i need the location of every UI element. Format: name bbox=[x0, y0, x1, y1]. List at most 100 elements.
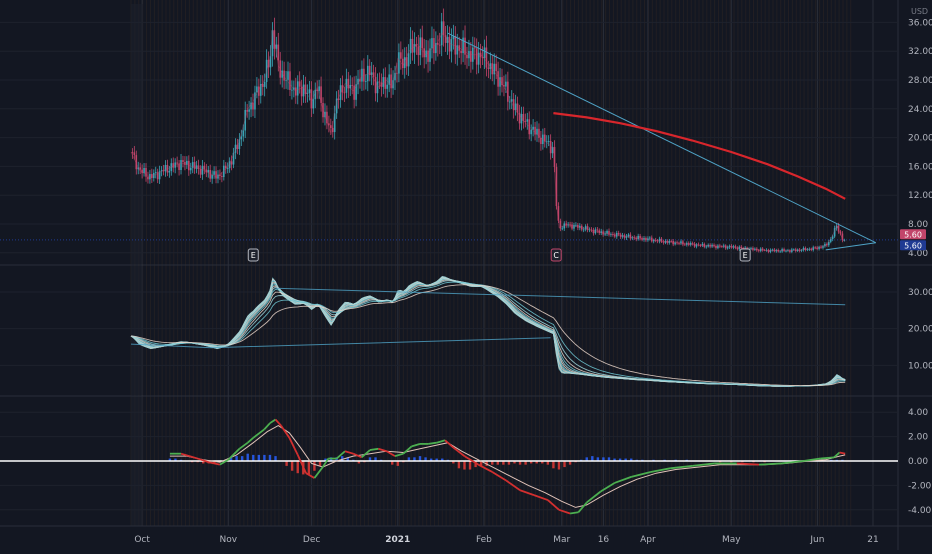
candle-body bbox=[701, 243, 704, 246]
candle-body bbox=[512, 99, 515, 111]
fast-line-segment bbox=[263, 422, 271, 430]
event-marker bbox=[247, 248, 259, 262]
histogram-bar bbox=[524, 461, 527, 465]
candle-body bbox=[232, 152, 235, 165]
candle-body bbox=[485, 47, 488, 68]
candle-body bbox=[308, 89, 311, 94]
histogram-bar bbox=[485, 461, 488, 466]
fast-line-segment bbox=[630, 471, 651, 478]
candle-body bbox=[427, 50, 429, 62]
candle-body bbox=[151, 174, 153, 179]
candle-body bbox=[649, 237, 651, 239]
candle-body bbox=[312, 99, 315, 109]
candle-body bbox=[223, 165, 225, 177]
fast-line-segment bbox=[444, 439, 454, 449]
osc-tick-label: -4.00 bbox=[908, 506, 932, 516]
candle-body bbox=[695, 244, 698, 247]
candle-body bbox=[407, 53, 410, 67]
candle-body bbox=[156, 172, 159, 180]
x-tick-label: 16 bbox=[598, 535, 610, 545]
candle-body bbox=[501, 77, 503, 86]
candle-body bbox=[442, 21, 445, 36]
candle-body bbox=[285, 79, 287, 81]
fast-line-segment bbox=[577, 501, 588, 513]
candle-body bbox=[291, 89, 293, 91]
candle-body bbox=[475, 48, 478, 65]
candle-body bbox=[326, 111, 328, 124]
price-tick-label: 36.00 bbox=[908, 18, 932, 28]
fast-line-segment bbox=[227, 448, 241, 461]
fast-line-segment bbox=[269, 418, 277, 424]
candle-body bbox=[736, 247, 739, 250]
candle-body bbox=[477, 52, 480, 65]
candle-body bbox=[205, 169, 208, 173]
histogram-bar bbox=[263, 454, 266, 461]
candle-body bbox=[627, 234, 630, 237]
histogram-bar bbox=[174, 458, 177, 461]
fast-line-segment bbox=[736, 462, 760, 466]
candle-body bbox=[730, 245, 733, 248]
histogram-bar bbox=[213, 461, 216, 464]
candle-body bbox=[617, 232, 620, 235]
candle-body bbox=[238, 139, 241, 150]
osc-tick-label: -2.00 bbox=[908, 481, 932, 491]
fast-line-segment bbox=[547, 499, 560, 511]
fast-line-segment bbox=[369, 447, 379, 451]
event-marker bbox=[550, 248, 562, 262]
trend-line-lower bbox=[825, 242, 876, 251]
candle-body bbox=[298, 81, 301, 87]
candle-body bbox=[226, 168, 229, 169]
histogram-bar bbox=[274, 456, 277, 461]
candle-body bbox=[195, 165, 198, 169]
fast-line-segment bbox=[477, 463, 493, 473]
last-price-bottom: 5.60 bbox=[904, 241, 922, 250]
candle-body bbox=[275, 44, 278, 49]
candle-body bbox=[684, 244, 686, 246]
fast-line-segment bbox=[519, 489, 535, 497]
candle-body bbox=[763, 250, 766, 251]
candle-body bbox=[400, 52, 402, 59]
candle-body bbox=[800, 250, 803, 252]
candle-body bbox=[413, 44, 416, 53]
candle-body bbox=[254, 92, 256, 110]
histogram-bar bbox=[535, 461, 538, 464]
histogram-bar bbox=[496, 461, 500, 465]
candle-body bbox=[287, 71, 289, 80]
candle-body bbox=[495, 63, 497, 72]
candle-body bbox=[306, 93, 309, 94]
fast-line-segment bbox=[274, 418, 282, 427]
candle-body bbox=[283, 70, 285, 81]
candle-body bbox=[213, 171, 215, 175]
candle-body bbox=[559, 220, 562, 229]
candle-body bbox=[750, 247, 752, 249]
candle-body bbox=[365, 81, 367, 83]
x-tick-label: Apr bbox=[640, 535, 656, 545]
candle-body bbox=[258, 86, 260, 96]
fast-line-segment bbox=[833, 451, 841, 459]
histogram-bar bbox=[252, 454, 255, 461]
candle-body bbox=[810, 248, 813, 251]
candle-body bbox=[240, 136, 243, 140]
fast-line-segment bbox=[569, 511, 579, 515]
event-marker-label: C bbox=[553, 251, 559, 260]
candle-body bbox=[186, 160, 188, 165]
candle-body bbox=[417, 46, 420, 56]
histogram-bar bbox=[607, 457, 611, 461]
candle-body bbox=[396, 72, 398, 74]
candle-body bbox=[343, 92, 346, 94]
fast-line-segment bbox=[252, 428, 265, 439]
ribbon-tick-label: 30.00 bbox=[908, 288, 932, 298]
candle-body bbox=[785, 250, 787, 252]
candle-body bbox=[468, 51, 470, 59]
last-price-tag-top bbox=[900, 229, 926, 240]
x-tick-label: Nov bbox=[219, 535, 237, 545]
x-tick-label: Oct bbox=[134, 535, 150, 545]
candle-body bbox=[734, 246, 737, 248]
fast-line-segment bbox=[464, 455, 479, 466]
candle-body bbox=[281, 70, 283, 78]
candle-body bbox=[215, 171, 217, 179]
candle-body bbox=[374, 76, 377, 94]
candle-body bbox=[590, 229, 593, 231]
fast-line-segment bbox=[803, 457, 821, 462]
candle-body bbox=[256, 86, 258, 93]
